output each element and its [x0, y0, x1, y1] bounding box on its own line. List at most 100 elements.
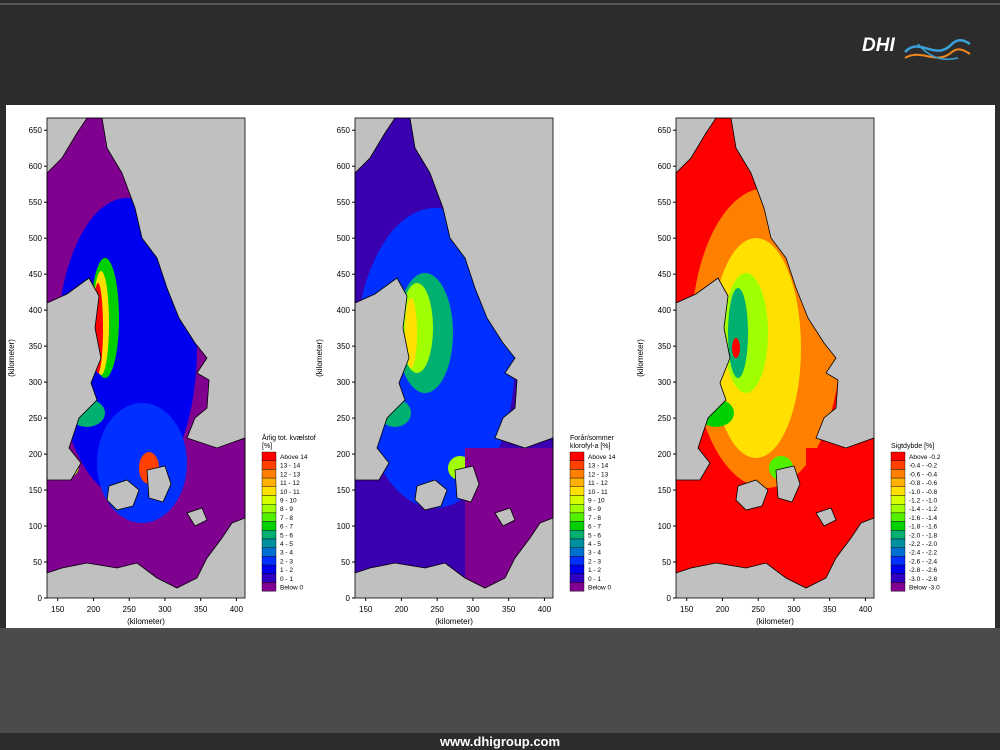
legend-swatch [261, 564, 277, 574]
legend-label: 13 - 14 [588, 463, 609, 470]
map-panel: 150 200 250 300 350 400 0 50 100 150 200 250 300 350 4… [7, 117, 316, 626]
legend-label: 5 - 6 [588, 532, 601, 539]
y-tick-label: 50 [33, 558, 42, 567]
plot-frame [675, 117, 875, 599]
legend-swatch [569, 451, 585, 461]
x-tick-label: 400 [230, 605, 244, 614]
legend-title: Årlig tot. kvælstof [262, 433, 316, 442]
island [414, 479, 448, 511]
x-tick-label: 300 [158, 605, 172, 614]
legend-swatch [261, 451, 277, 461]
legend-label: 0 - 1 [588, 576, 601, 583]
plot-frame [46, 117, 246, 599]
legend-swatch [569, 582, 585, 592]
legend-label: 1 - 2 [280, 567, 293, 574]
legend-swatch [569, 530, 585, 540]
x-tick-label: 300 [787, 605, 801, 614]
y-tick-label: 250 [29, 414, 43, 423]
island [735, 479, 769, 511]
y-tick-label: 300 [337, 378, 351, 387]
legend-label: 4 - 5 [280, 541, 293, 548]
sea-shade [728, 288, 748, 378]
legend-swatch [261, 460, 277, 470]
y-tick-label: 450 [29, 270, 43, 279]
legend-swatch [261, 486, 277, 496]
y-tick-label: 200 [29, 450, 43, 459]
logo-text: DHI [862, 35, 895, 56]
logo-wave [917, 43, 959, 60]
y-tick-label: 500 [337, 234, 351, 243]
legend-swatch [890, 556, 906, 566]
island [46, 277, 102, 481]
legend-label: -0.6 - -0.4 [909, 471, 938, 478]
legend-swatch [890, 547, 906, 557]
legend-label: -2.2 - -2.0 [909, 541, 938, 548]
legend-label: -2.6 - -2.4 [909, 558, 938, 565]
y-tick-label: 450 [658, 270, 672, 279]
legend-swatch [569, 538, 585, 548]
legend-swatch [261, 521, 277, 531]
map-panel: 150 200 250 300 350 400 0 50 100 150 200 250 300 350 4… [315, 117, 616, 626]
sea-shade [405, 298, 417, 368]
y-tick-label: 0 [667, 594, 672, 603]
legend-swatch [890, 469, 906, 479]
legend-label: 10 - 11 [280, 489, 300, 496]
y-tick-label: 400 [658, 306, 672, 315]
legend-label: 6 - 7 [280, 524, 293, 531]
y-tick-label: 350 [337, 342, 351, 351]
legend-swatch [890, 504, 906, 514]
legend-label: 0 - 1 [280, 576, 293, 583]
legend-label: -1.4 - -1.2 [909, 506, 938, 513]
map-panel: 150 200 250 300 350 400 0 50 100 150 200 250 300 350 4… [636, 117, 941, 626]
legend-swatch [261, 538, 277, 548]
y-tick-label: 600 [337, 162, 351, 171]
legend-swatch [569, 460, 585, 470]
x-tick-label: 250 [123, 605, 137, 614]
legend-label: 1 - 2 [588, 567, 601, 574]
legend-label: 5 - 6 [280, 532, 293, 539]
legend-label: 3 - 4 [280, 550, 293, 557]
legend-label: 11 - 12 [280, 480, 300, 487]
island [454, 465, 480, 503]
legend-swatch [569, 495, 585, 505]
sea-shade [732, 338, 740, 358]
legend-label: 9 - 10 [280, 498, 297, 505]
coastline [354, 117, 554, 589]
x-tick-label: 250 [431, 605, 445, 614]
legend-label: 12 - 13 [280, 471, 301, 478]
legend-swatch [569, 564, 585, 574]
y-tick-label: 550 [658, 198, 672, 207]
legend-swatch [890, 573, 906, 583]
x-tick-label: 150 [680, 605, 694, 614]
legend-label: -1.2 - -1.0 [909, 498, 938, 505]
x-tick-label: 350 [823, 605, 837, 614]
y-tick-label: 500 [658, 234, 672, 243]
legend-swatch [890, 460, 906, 470]
legend-swatch [890, 582, 906, 592]
legend-label: -3.0 - -2.8 [909, 576, 938, 583]
x-axis-label: (kilometer) [756, 617, 794, 626]
legend-label: -2.0 - -1.8 [909, 532, 938, 539]
legend-label: -2.4 - -2.2 [909, 550, 938, 557]
y-tick-label: 100 [337, 522, 351, 531]
y-tick-label: 50 [341, 558, 350, 567]
legend-swatch [569, 512, 585, 522]
island [494, 507, 516, 527]
y-tick-label: 300 [29, 378, 43, 387]
coastline [46, 117, 246, 589]
legend-label: 8 - 9 [280, 506, 293, 513]
legend-swatch [890, 538, 906, 548]
y-axis-label: (kilometer) [7, 339, 16, 377]
y-tick-label: 650 [337, 126, 351, 135]
legend-label: -1.0 - -0.8 [909, 489, 938, 496]
legend-title: Sigtdybde [%] [891, 443, 934, 450]
y-axis-label: (kilometer) [315, 339, 324, 377]
legend-label: 4 - 5 [588, 541, 601, 548]
legend-label: 2 - 3 [588, 558, 601, 565]
legend-swatch [569, 469, 585, 479]
island [775, 465, 801, 503]
legend-swatch [569, 556, 585, 566]
legend-label: -1.6 - -1.4 [909, 515, 938, 522]
legend-swatch [261, 556, 277, 566]
y-tick-label: 200 [337, 450, 351, 459]
